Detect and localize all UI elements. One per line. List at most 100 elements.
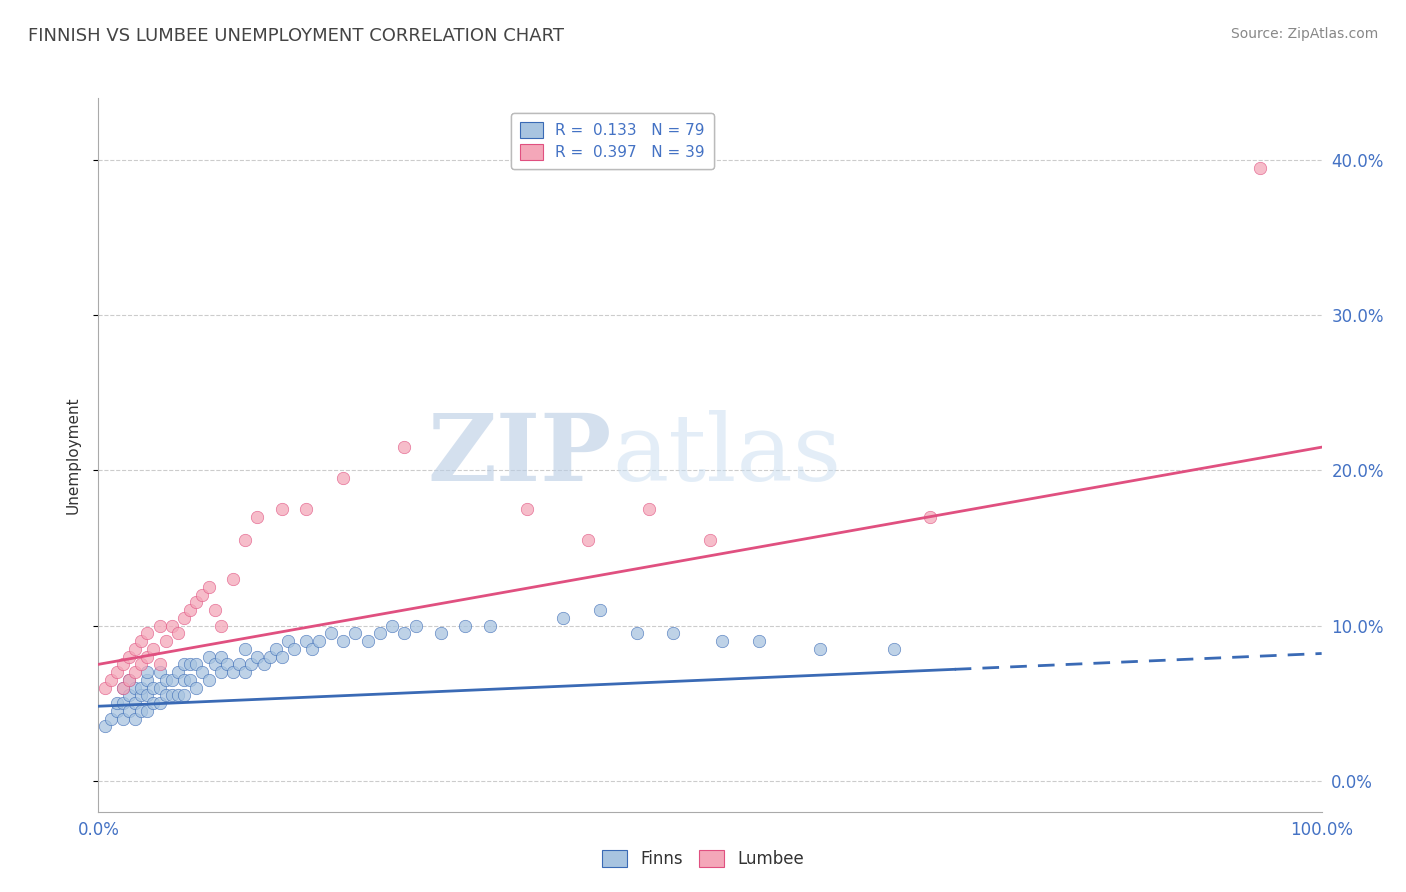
- Point: [204, 603, 226, 617]
- Point: [105, 696, 128, 710]
- Point: [270, 649, 294, 664]
- Text: atlas: atlas: [612, 410, 841, 500]
- Point: [515, 502, 537, 516]
- Point: [111, 712, 134, 726]
- Point: [711, 634, 734, 648]
- Point: [173, 689, 195, 703]
- Point: [748, 634, 770, 648]
- Point: [149, 657, 172, 672]
- Point: [124, 696, 146, 710]
- Point: [344, 626, 367, 640]
- Point: [111, 657, 134, 672]
- Point: [454, 618, 477, 632]
- Point: [295, 502, 318, 516]
- Point: [136, 626, 159, 640]
- Point: [142, 681, 165, 695]
- Point: [142, 641, 165, 656]
- Point: [100, 712, 122, 726]
- Point: [136, 673, 159, 687]
- Point: [124, 712, 146, 726]
- Point: [129, 634, 152, 648]
- Point: [155, 689, 177, 703]
- Point: [576, 533, 599, 548]
- Point: [111, 681, 134, 695]
- Point: [209, 649, 232, 664]
- Point: [638, 502, 661, 516]
- Point: [149, 696, 172, 710]
- Point: [209, 665, 232, 679]
- Point: [277, 634, 299, 648]
- Point: [136, 704, 159, 718]
- Point: [264, 641, 287, 656]
- Text: FINNISH VS LUMBEE UNEMPLOYMENT CORRELATION CHART: FINNISH VS LUMBEE UNEMPLOYMENT CORRELATI…: [28, 27, 564, 45]
- Point: [191, 665, 214, 679]
- Point: [93, 681, 115, 695]
- Point: [222, 665, 245, 679]
- Point: [228, 657, 250, 672]
- Point: [173, 657, 195, 672]
- Point: [129, 704, 152, 718]
- Point: [124, 681, 146, 695]
- Point: [160, 689, 183, 703]
- Point: [215, 657, 238, 672]
- Point: [233, 665, 256, 679]
- Point: [149, 665, 172, 679]
- Point: [246, 649, 269, 664]
- Point: [662, 626, 685, 640]
- Point: [136, 665, 159, 679]
- Text: Source: ZipAtlas.com: Source: ZipAtlas.com: [1230, 27, 1378, 41]
- Point: [136, 649, 159, 664]
- Point: [283, 641, 305, 656]
- Point: [167, 626, 190, 640]
- Point: [186, 595, 208, 609]
- Point: [808, 641, 831, 656]
- Point: [149, 618, 172, 632]
- Point: [179, 673, 201, 687]
- Point: [191, 588, 214, 602]
- Point: [209, 618, 232, 632]
- Point: [160, 673, 183, 687]
- Point: [920, 510, 942, 524]
- Point: [392, 440, 416, 454]
- Point: [204, 657, 226, 672]
- Point: [1249, 161, 1271, 175]
- Point: [124, 641, 146, 656]
- Point: [301, 641, 323, 656]
- Point: [368, 626, 391, 640]
- Point: [319, 626, 342, 640]
- Point: [233, 533, 256, 548]
- Point: [478, 618, 501, 632]
- Point: [179, 603, 201, 617]
- Point: [118, 649, 141, 664]
- Point: [155, 673, 177, 687]
- Legend: R =  0.133   N = 79, R =  0.397   N = 39: R = 0.133 N = 79, R = 0.397 N = 39: [510, 113, 714, 169]
- Point: [186, 657, 208, 672]
- Point: [155, 634, 177, 648]
- Point: [118, 689, 141, 703]
- Point: [136, 689, 159, 703]
- Point: [222, 572, 245, 586]
- Point: [197, 580, 219, 594]
- Point: [105, 665, 128, 679]
- Point: [589, 603, 612, 617]
- Point: [100, 673, 122, 687]
- Point: [111, 696, 134, 710]
- Point: [167, 689, 190, 703]
- Point: [259, 649, 281, 664]
- Point: [167, 665, 190, 679]
- Point: [197, 673, 219, 687]
- Point: [160, 618, 183, 632]
- Legend: Finns, Lumbee: Finns, Lumbee: [595, 843, 811, 875]
- Point: [553, 611, 575, 625]
- Point: [295, 634, 318, 648]
- Text: ZIP: ZIP: [427, 410, 612, 500]
- Point: [129, 689, 152, 703]
- Point: [233, 641, 256, 656]
- Point: [332, 471, 354, 485]
- Point: [118, 704, 141, 718]
- Point: [129, 681, 152, 695]
- Point: [93, 719, 115, 733]
- Point: [308, 634, 330, 648]
- Point: [179, 657, 201, 672]
- Point: [332, 634, 354, 648]
